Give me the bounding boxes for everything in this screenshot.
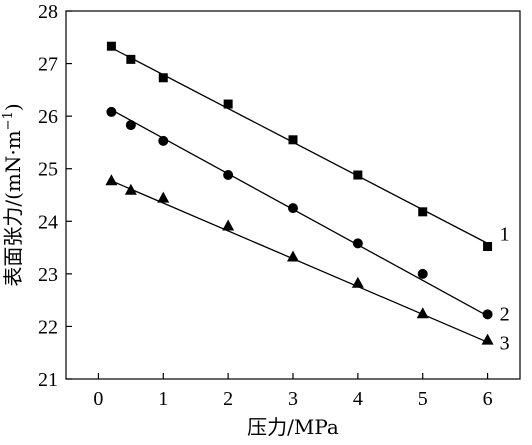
circle-marker <box>352 238 363 249</box>
circle-marker <box>106 106 117 117</box>
x-tick-label: 0 <box>93 388 103 410</box>
y-tick-label: 26 <box>38 106 58 128</box>
x-tick-label: 4 <box>353 388 363 410</box>
y-axis-title-close: ) <box>1 103 25 111</box>
fit-line-series-1 <box>111 47 488 244</box>
series-label-2: 2 <box>500 303 510 325</box>
square-marker <box>483 242 493 252</box>
y-axis-title-main: 表面张力/(mN·m <box>1 130 25 286</box>
square-marker <box>353 170 363 180</box>
y-tick-label: 28 <box>38 1 58 23</box>
square-marker <box>126 54 136 64</box>
circle-marker <box>125 120 136 131</box>
triangle-marker <box>287 250 299 262</box>
y-tick-label: 25 <box>38 159 58 181</box>
triangle-marker <box>481 333 494 345</box>
triangle-marker <box>105 174 118 186</box>
series-label-1: 1 <box>500 224 510 246</box>
markers <box>105 41 494 345</box>
circle-marker <box>223 170 234 181</box>
triangle-marker <box>157 191 170 203</box>
x-tick-label: 2 <box>223 388 233 410</box>
square-marker <box>223 99 233 109</box>
x-tick-label: 5 <box>418 388 428 410</box>
y-tick-label: 23 <box>38 264 58 286</box>
circle-marker <box>288 203 298 214</box>
square-marker <box>418 207 428 217</box>
circle-marker <box>417 268 428 279</box>
fit-line-series-2 <box>111 109 488 317</box>
y-tick-label: 27 <box>38 54 58 76</box>
triangle-marker <box>124 183 137 195</box>
triangle-marker <box>416 307 429 319</box>
y-tick-label: 24 <box>38 211 58 233</box>
series-labels: 1 2 3 <box>500 224 510 355</box>
y-tick-label: 21 <box>38 369 58 391</box>
fit-lines <box>111 47 488 343</box>
y-axis-title: 表面张力/(mN·m−1) <box>1 103 25 286</box>
y-axis-title-superscript: −1 <box>1 111 16 130</box>
y-tick-label: 22 <box>38 316 58 338</box>
triangle-marker <box>351 276 364 288</box>
series-label-3: 3 <box>500 333 510 355</box>
circle-marker <box>482 309 493 320</box>
x-axis-title: 压力/MPa <box>247 415 339 439</box>
square-marker <box>158 73 168 83</box>
square-marker <box>106 41 116 51</box>
triangle-marker <box>222 219 235 231</box>
x-tick-label: 1 <box>158 388 168 410</box>
square-marker <box>288 135 298 145</box>
fit-line-series-3 <box>111 180 488 343</box>
plot-frame <box>65 10 521 380</box>
x-tick-label: 3 <box>288 388 298 410</box>
x-tick-label: 6 <box>483 388 493 410</box>
circle-marker <box>158 135 169 146</box>
